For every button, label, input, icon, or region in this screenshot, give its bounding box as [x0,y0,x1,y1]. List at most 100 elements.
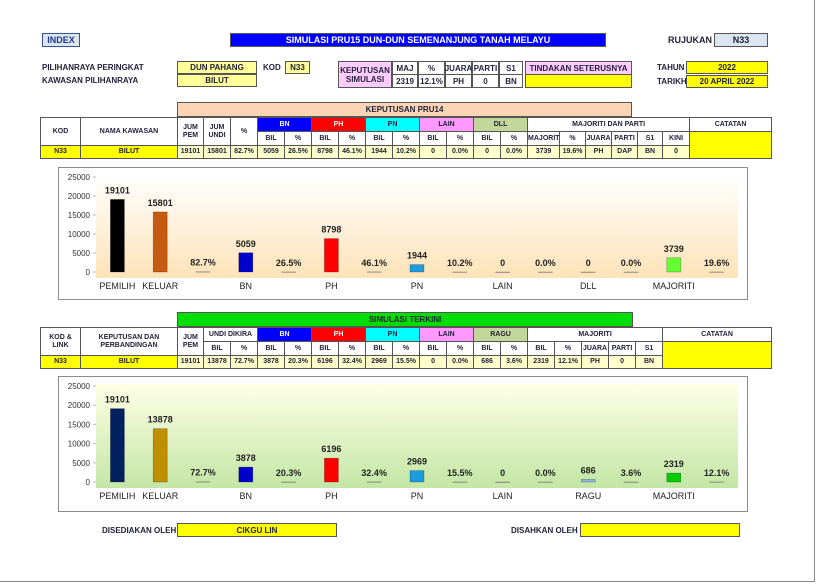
data-cell: BILUT [80,145,178,159]
subheader-cell: % [559,131,587,146]
subheader-cell: BIL [257,341,286,356]
header-cell: BN [257,117,312,132]
header-cell: RAGU [473,327,529,342]
x-tick-label: DLL [580,281,597,291]
data-cell: 6196 [311,355,340,369]
subheader-cell: BIL [365,341,394,356]
data-cell: 26.5% [284,145,312,159]
table-title: SIMULASI TERKINI [177,312,633,327]
data-label: 8798 [321,225,341,235]
subheader-cell: BIL [527,341,556,356]
rujukan-label: RUJUKAN [668,34,713,45]
header-cell: MAJORITI [527,327,664,342]
data-label: 1944 [407,251,427,261]
data-label: 10.2% [447,258,473,268]
data-label: 32.4% [361,468,387,478]
subheader-cell: BIL [311,131,339,146]
data-cell: PH [585,145,613,159]
table-title: KEPUTUSAN PRU14 [177,102,632,117]
y-tick-label: 10000 [68,440,91,449]
data-cell: BN [635,355,664,369]
index-button[interactable]: INDEX [42,33,80,47]
data-cell: 0 [608,355,637,369]
data-cell: 0 [419,355,448,369]
rujukan-value: N33 [714,33,768,47]
bar [538,481,553,483]
subheader-cell: BIL [311,341,340,356]
tahun-value: 2022 [686,61,768,74]
data-cell: 10.2% [392,145,421,159]
header-cell: DLL [473,117,529,132]
subheader-cell: JUARA [581,341,610,356]
subheader-cell: % [337,131,367,146]
bar [324,457,339,483]
data-cell: 82.7% [230,145,258,159]
x-tick-label: PEMILIH [99,281,135,291]
subheader-cell: S1 [635,341,664,356]
data-label: 6196 [321,444,341,454]
data-cell: 3.6% [500,355,529,369]
subheader-cell: % [229,341,259,356]
bar [324,238,339,273]
data-cell: 19101 [177,355,204,369]
subheader-cell: % [284,131,312,146]
header-cell: NAMA KAWASAN [80,117,178,146]
data-cell: 686 [473,355,502,369]
y-tick-label: 15000 [68,211,91,220]
data-label: 46.1% [361,258,387,268]
data-cell: 19.6% [559,145,587,159]
chart: 0 5000 10000 15000 20000 25000 19101 PEMILIH 158… [58,167,748,300]
bar [495,271,510,273]
header-cell: PH [311,327,367,342]
data-cell: 15801 [203,145,231,159]
subheader-cell: % [500,341,529,356]
catatan-cell [689,131,773,159]
catatan-cell [662,341,773,369]
header-cell: CATATAN [689,117,773,132]
summary-value: 2319 [392,74,418,88]
data-label: 15801 [148,198,173,208]
data-cell: 72.7% [229,355,259,369]
header-cell: PN [365,327,421,342]
data-label: 686 [581,465,596,475]
data-cell: 0 [419,145,448,159]
bar [152,428,168,483]
header-cell: KOD & LINK [40,327,81,356]
tarikh-value: 20 APRIL 2022 [686,75,768,88]
data-label: 0.0% [621,258,642,268]
data-label: 0 [586,258,591,268]
keputusan-label: KEPUTUSAN SIMULASI [338,61,392,88]
subheader-cell: BIL [473,131,502,146]
subheader-cell: BIL [473,341,502,356]
y-tick-label: 0 [86,268,91,277]
data-label: 0.0% [535,468,556,478]
data-cell: 1944 [365,145,394,159]
data-cell: BILUT [80,355,178,369]
data-label: 13878 [148,415,173,425]
header-cell: % [230,117,258,146]
tahun-label: TAHUN [657,63,685,72]
y-tick-label: 20000 [68,401,91,410]
subheader-cell: % [500,131,529,146]
data-label: 2969 [407,457,427,467]
bar [623,481,639,483]
header-cell: LAIN [419,117,475,132]
header-cell: CATATAN [662,327,773,342]
data-cell: 2319 [527,355,556,369]
x-tick-label: MAJORITI [653,491,695,501]
data-cell: 0 [662,145,691,159]
header-cell: KOD [40,117,81,146]
bar [152,211,168,273]
data-label: 12.1% [704,468,730,478]
data-cell: 0.0% [446,145,475,159]
bar [366,271,382,273]
data-cell: 46.1% [337,145,367,159]
bar [238,466,254,483]
y-tick-label: 10000 [68,230,91,239]
x-tick-label: MAJORITI [653,281,695,291]
x-tick-label: PN [411,491,424,501]
data-label: 0 [500,258,505,268]
data-label: 19101 [105,395,130,405]
header-cell: UNDI DIKIRA [202,327,259,342]
x-tick-label: BN [240,491,253,501]
